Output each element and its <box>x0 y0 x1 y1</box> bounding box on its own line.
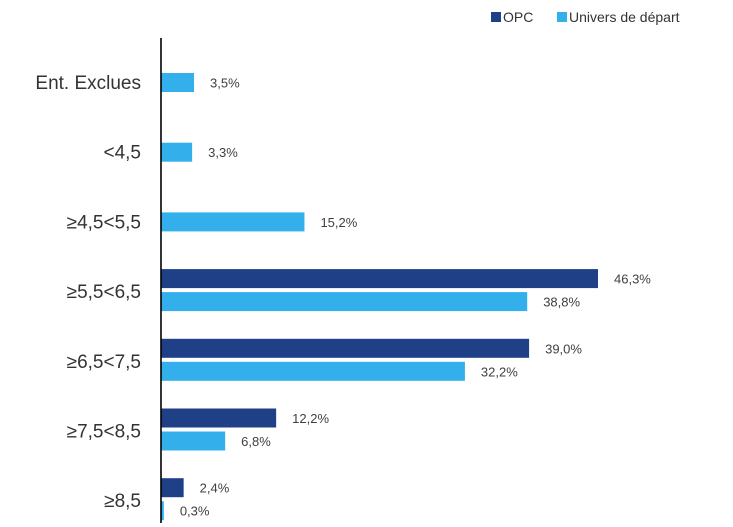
category-label-0: Ent. Exclues <box>35 73 141 94</box>
bar-univers-de-d-part-0 <box>161 73 195 92</box>
value-label-univers-de-d-part-1: 3,3% <box>208 145 238 160</box>
category-label-5: ≥7,5<8,5 <box>67 422 141 443</box>
value-label-univers-de-d-part-6: 0,3% <box>180 504 210 519</box>
bar-opc-4 <box>161 338 530 358</box>
value-label-univers-de-d-part-0: 3,5% <box>210 76 240 91</box>
legend: OPC Univers de départ <box>491 9 680 25</box>
category-label-1: <4,5 <box>103 143 141 164</box>
bar-univers-de-d-part-4 <box>161 361 465 381</box>
category-label-2: ≥4,5<5,5 <box>67 212 141 233</box>
bar-opc-3 <box>161 269 598 289</box>
legend-swatch-opc <box>491 12 501 22</box>
bar-univers-de-d-part-6 <box>161 501 164 521</box>
bar-univers-de-d-part-5 <box>161 431 226 451</box>
category-label-6: ≥8,5 <box>104 491 141 512</box>
category-label-4: ≥6,5<7,5 <box>67 352 141 373</box>
value-label-univers-de-d-part-5: 6,8% <box>241 434 271 449</box>
legend-label-opc: OPC <box>503 9 533 25</box>
bar-univers-de-d-part-1 <box>161 142 193 162</box>
bar-opc-6 <box>161 478 184 498</box>
value-label-opc-6: 2,4% <box>200 481 230 496</box>
value-label-opc-4: 39,0% <box>545 341 582 356</box>
category-label-3: ≥5,5<6,5 <box>67 282 141 303</box>
legend-label-univers-de-d-part: Univers de départ <box>569 9 680 25</box>
bars <box>161 73 598 521</box>
value-label-univers-de-d-part-4: 32,2% <box>481 364 518 379</box>
bar-univers-de-d-part-2 <box>161 212 305 232</box>
value-label-univers-de-d-part-3: 38,8% <box>543 295 580 310</box>
value-labels: 3,5% 3,3% 15,2% 46,3% 38,8% 39,0% 32,2% 12,2% 6,… <box>180 76 651 519</box>
bar-opc-5 <box>161 408 277 428</box>
category-labels: Ent. Exclues <4,5 ≥4,5<5,5 ≥5,5<6,5 ≥6,5<7,5… <box>35 73 141 512</box>
legend-swatch-univers-de-d-part <box>557 12 567 22</box>
value-label-opc-5: 12,2% <box>292 411 329 426</box>
bar-univers-de-d-part-3 <box>161 292 528 312</box>
value-label-opc-3: 46,3% <box>614 272 651 287</box>
value-label-univers-de-d-part-2: 15,2% <box>320 215 357 230</box>
